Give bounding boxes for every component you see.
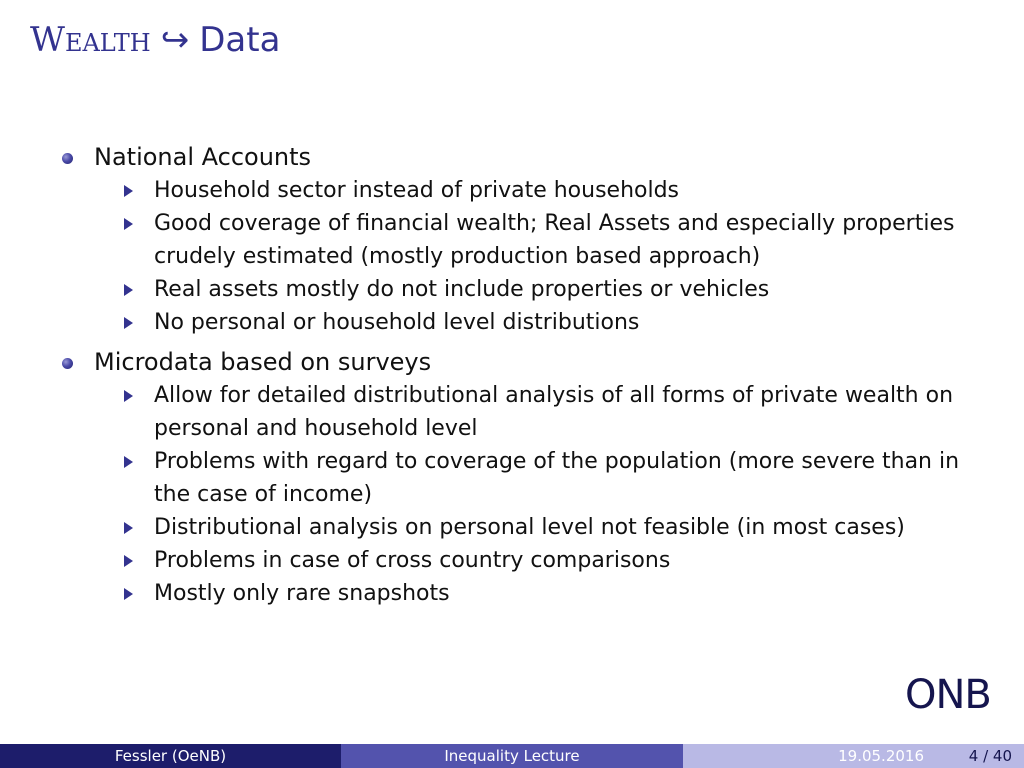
footer-date: 19.05.2016 — [838, 747, 924, 765]
ball-bullet-icon — [62, 358, 73, 369]
triangle-bullet-icon — [124, 456, 133, 468]
slide-title: Wealth ↪ Data — [30, 20, 280, 60]
sub-bullet-text: Problems with regard to coverage of the … — [154, 449, 960, 507]
sub-bullet-item: Problems in case of cross country compar… — [60, 544, 1000, 577]
top-bullet-item: National Accounts — [60, 140, 1000, 174]
sub-bullet-list: Household sector instead of private hous… — [60, 174, 1000, 339]
sub-bullet-text: No personal or household level distribut… — [154, 310, 640, 335]
section-microdata: Microdata based on surveys Allow for det… — [60, 345, 1000, 610]
top-bullet-item: Microdata based on surveys — [60, 345, 1000, 379]
footer-author: Fessler (OeNB) — [0, 744, 341, 768]
sub-bullet-list: Allow for detailed distributional analys… — [60, 379, 1000, 610]
sub-bullet-text: Good coverage of financial wealth; Real … — [154, 211, 955, 269]
sub-bullet-text: Allow for detailed distributional analys… — [154, 383, 954, 441]
section-heading: Microdata based on surveys — [94, 348, 432, 376]
triangle-bullet-icon — [124, 588, 133, 600]
footer-talk-title: Inequality Lecture — [341, 744, 683, 768]
triangle-bullet-icon — [124, 522, 133, 534]
footer-bar: Fessler (OeNB) Inequality Lecture 19.05.… — [0, 744, 1024, 768]
triangle-bullet-icon — [124, 555, 133, 567]
section-heading: National Accounts — [94, 143, 312, 171]
logo-text: ONB — [905, 672, 991, 714]
triangle-bullet-icon — [124, 284, 133, 296]
triangle-bullet-icon — [124, 317, 133, 329]
sub-bullet-item: Allow for detailed distributional analys… — [60, 379, 1000, 445]
hook-arrow-icon: ↪ — [160, 20, 190, 60]
sub-bullet-item: Distributional analysis on personal leve… — [60, 511, 1000, 544]
footer-page-number: 4 / 40 — [968, 747, 1012, 765]
sub-bullet-text: Distributional analysis on personal leve… — [154, 515, 905, 540]
oenb-logo: ONB — [905, 672, 992, 714]
sub-bullet-item: Mostly only rare snapshots — [60, 577, 1000, 610]
sub-bullet-item: Real assets mostly do not include proper… — [60, 273, 1000, 306]
sub-bullet-item: Problems with regard to coverage of the … — [60, 445, 1000, 511]
section-national-accounts: National Accounts Household sector inste… — [60, 140, 1000, 339]
ball-bullet-icon — [62, 153, 73, 164]
title-word: Wealth — [30, 20, 151, 60]
sub-bullet-item: Household sector instead of private hous… — [60, 174, 1000, 207]
triangle-bullet-icon — [124, 185, 133, 197]
sub-bullet-item: No personal or household level distribut… — [60, 306, 1000, 339]
sub-bullet-text: Mostly only rare snapshots — [154, 581, 450, 606]
triangle-bullet-icon — [124, 218, 133, 230]
title-data: Data — [199, 20, 281, 60]
bullet-content: National Accounts Household sector inste… — [60, 140, 1000, 616]
sub-bullet-text: Real assets mostly do not include proper… — [154, 277, 770, 302]
triangle-bullet-icon — [124, 390, 133, 402]
sub-bullet-text: Problems in case of cross country compar… — [154, 548, 671, 573]
sub-bullet-item: Good coverage of financial wealth; Real … — [60, 207, 1000, 273]
footer-right-section: 19.05.2016 4 / 40 — [683, 744, 1024, 768]
sub-bullet-text: Household sector instead of private hous… — [154, 178, 680, 203]
